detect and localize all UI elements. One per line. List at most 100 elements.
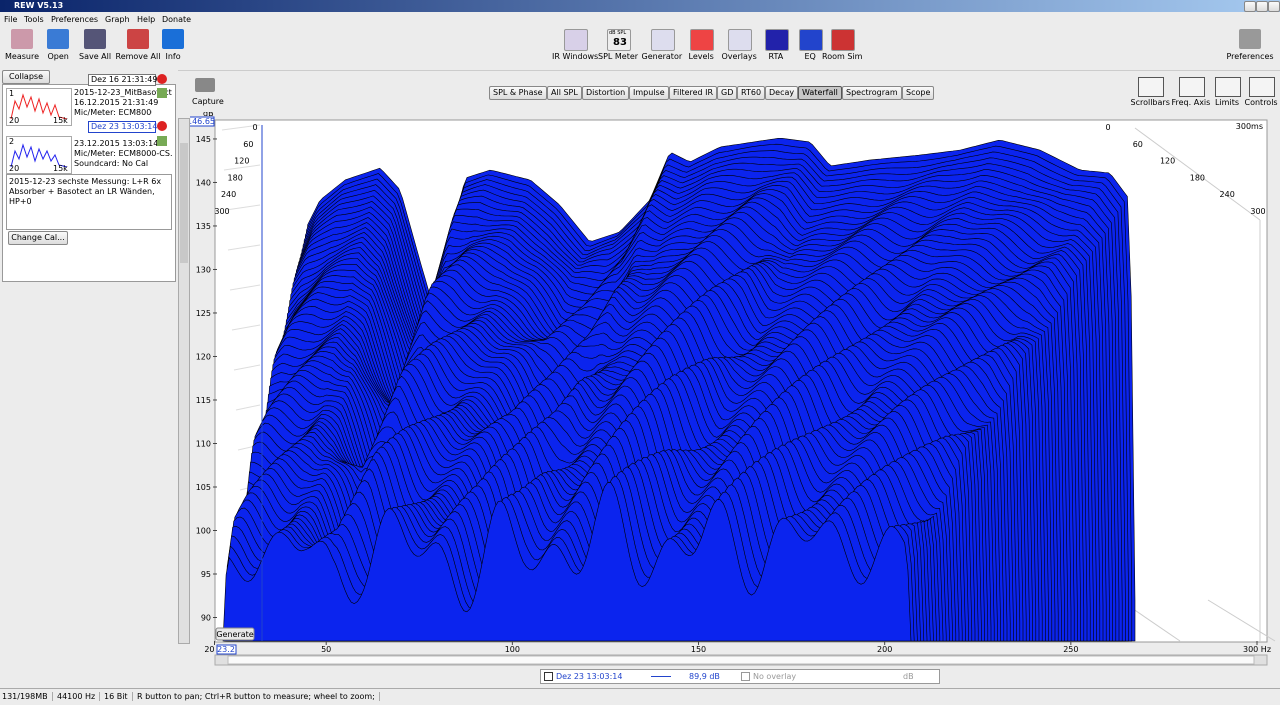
toolbar-label[interactable]: RTA	[768, 52, 784, 61]
tab[interactable]: Scope	[902, 86, 935, 100]
x-tick-label: 300 Hz	[1243, 645, 1271, 654]
toolbar-icon[interactable]	[47, 29, 69, 49]
legend-level: 89,9 dB	[689, 672, 720, 681]
time-tick-label: 180	[228, 173, 243, 182]
toolbar-label[interactable]: Overlays	[721, 52, 757, 61]
y-cursor: 146.65	[190, 117, 215, 126]
toolbar-icon[interactable]: dB SPL 83	[607, 29, 631, 51]
icon[interactable]	[157, 136, 167, 146]
menu-item[interactable]: Graph	[105, 15, 130, 24]
change-cal-button[interactable]: Change Cal...	[8, 231, 68, 245]
tool-icon[interactable]	[1249, 77, 1275, 97]
menu-item[interactable]: Preferences	[51, 15, 99, 24]
notes[interactable]: 2015-12-23 sechste Messung: L+R 6x Absor…	[6, 174, 172, 230]
toolbar-icon[interactable]	[831, 29, 855, 51]
toolbar-label[interactable]: IR Windows	[552, 52, 599, 61]
measurement-date: 23.12.2015 13:03:14	[74, 139, 159, 148]
toolbar-label[interactable]: Open	[47, 52, 69, 61]
toolbar-label[interactable]: Info	[165, 52, 181, 61]
generate-button[interactable]	[215, 627, 255, 641]
thumb-high: 15k	[53, 164, 68, 173]
wall-line	[233, 364, 261, 371]
toolbar-icon[interactable]	[799, 29, 823, 51]
toolbar-label[interactable]: Save All	[79, 52, 112, 61]
thumb-plot	[10, 93, 68, 120]
scroll-thumb[interactable]	[180, 143, 188, 263]
status-field: 131/198MB	[2, 692, 53, 701]
toolbar-label[interactable]: Remove All	[115, 52, 161, 61]
checkbox[interactable]	[544, 672, 553, 681]
tool-label[interactable]: Controls	[1244, 98, 1278, 107]
toolbar-label[interactable]: Room Sim	[822, 52, 863, 61]
time-tick-label: 240	[221, 190, 236, 199]
menu-item[interactable]: File	[4, 15, 18, 24]
wall-line	[221, 124, 261, 131]
menu-item[interactable]: Help	[137, 15, 156, 24]
toolbar-label[interactable]: Preferences	[1226, 52, 1274, 61]
toolbar-label[interactable]: Measure	[5, 52, 39, 61]
menu-item[interactable]: Tools	[24, 15, 44, 24]
tab[interactable]: Decay	[765, 86, 799, 100]
tab[interactable]: Impulse	[629, 86, 669, 100]
wall-line	[227, 244, 261, 251]
tool-icon[interactable]	[1215, 77, 1241, 97]
scroll-thumb[interactable]	[227, 655, 1255, 665]
tab[interactable]: Distortion	[582, 86, 630, 100]
tab[interactable]: Spectrogram	[842, 86, 902, 100]
toolbar-icon[interactable]	[564, 29, 588, 51]
capture-label[interactable]: Capture	[192, 97, 224, 106]
time-tick-label: 60	[1133, 140, 1143, 149]
toolbar-label[interactable]: EQ	[804, 52, 816, 61]
generate-label[interactable]: Generate	[216, 630, 253, 639]
tool-icon[interactable]	[1179, 77, 1205, 97]
toolbar-icon[interactable]	[1239, 29, 1261, 49]
toolbar-icon[interactable]	[765, 29, 789, 51]
x-tick-label: 100	[505, 645, 520, 654]
toolbar-icon[interactable]	[11, 29, 33, 49]
minimize[interactable]	[1244, 1, 1256, 12]
toolbar-icon[interactable]	[84, 29, 106, 49]
tab[interactable]: RT60	[737, 86, 766, 100]
y-tick-label: 100	[196, 526, 211, 535]
remove-icon[interactable]	[157, 121, 167, 131]
toolbar-icon[interactable]	[690, 29, 714, 51]
measurement-tag[interactable]: Dez 23 13:03:14	[88, 121, 157, 133]
toolbar-label[interactable]: Generator	[641, 52, 683, 61]
legend-overlay: No overlay	[753, 672, 797, 681]
tool-label[interactable]: Scrollbars	[1130, 98, 1170, 107]
capture-icon[interactable]	[195, 78, 215, 92]
x-cursor: 23.2	[217, 645, 235, 654]
tool-label[interactable]: Freq. Axis	[1171, 98, 1211, 107]
measurement-tag[interactable]: Dez 16 21:31:49	[88, 74, 157, 86]
y-unit: dB	[203, 112, 214, 118]
menu-item[interactable]: Donate	[162, 15, 192, 24]
status-field: 16 Bit	[104, 692, 133, 701]
measurement-mic: Mic/Meter: ECM8000-CS.	[74, 149, 173, 158]
tab[interactable]: Filtered IR	[669, 86, 718, 100]
toolbar-icon[interactable]	[162, 29, 184, 49]
maximize[interactable]	[1256, 1, 1268, 12]
toolbar-icon[interactable]	[127, 29, 149, 49]
tab[interactable]: GD	[717, 86, 738, 100]
tool-label[interactable]: Limits	[1215, 98, 1239, 107]
remove-icon[interactable]	[157, 74, 167, 84]
collapse-button[interactable]: Collapse	[2, 70, 50, 84]
vertical-scrollbar[interactable]	[178, 118, 190, 644]
checkbox[interactable]	[741, 672, 750, 681]
legend-swatch	[651, 676, 671, 677]
tab[interactable]: Waterfall	[798, 86, 842, 100]
toolbar-label[interactable]: Levels	[688, 52, 714, 61]
window-title: REW V5.13	[14, 1, 64, 10]
icon[interactable]	[157, 88, 167, 98]
thumb-low: 20	[9, 116, 20, 125]
tab[interactable]: SPL & Phase	[489, 86, 547, 100]
tool-icon[interactable]	[1138, 77, 1164, 97]
toolbar-icon[interactable]	[728, 29, 752, 51]
toolbar-label[interactable]: SPL Meter	[598, 52, 639, 61]
x-cursor-box	[216, 644, 237, 655]
close[interactable]	[1268, 1, 1280, 12]
toolbar-icon[interactable]	[651, 29, 675, 51]
waterfall	[222, 138, 1136, 642]
x-tick-label: 50	[321, 645, 331, 654]
tab[interactable]: All SPL	[547, 86, 582, 100]
